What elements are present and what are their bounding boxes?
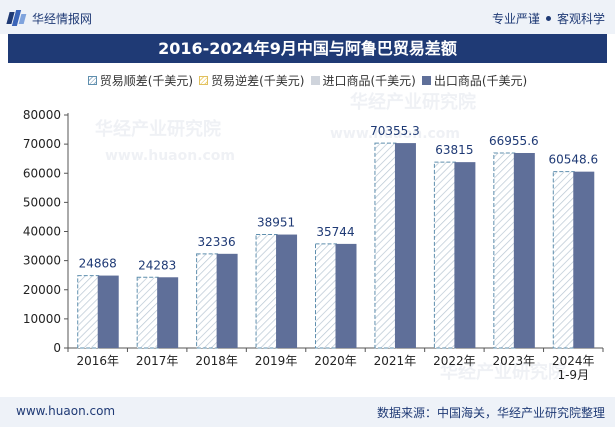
x-tick-label: 2018年 <box>195 354 238 368</box>
legend-label-import: 进口商品(千美元) <box>322 73 416 88</box>
x-tick-label: 2020年 <box>314 354 357 368</box>
surplus-bar <box>196 253 219 349</box>
tagline-right: 客观科学 <box>556 12 605 26</box>
data-label: 66955.6 <box>489 134 539 148</box>
export-bar <box>394 143 416 348</box>
watermark-url: www.huaon.com <box>105 148 236 164</box>
legend-item-surplus: 贸易顺差(千美元) <box>87 72 194 88</box>
brand-name: 华经情报网 <box>32 11 93 26</box>
x-tick-label-line: 2020年 <box>314 354 357 368</box>
x-tick-label: 2021年 <box>374 354 417 368</box>
watermark: 华经产业研究院 <box>440 362 566 383</box>
x-tick-label-line: 2017年 <box>136 354 179 368</box>
y-tick-label: 60000 <box>23 166 61 180</box>
legend-label-deficit: 贸易逆差(千美元) <box>211 73 305 88</box>
x-tick-label: 2023年 <box>493 354 536 368</box>
data-label: 60548.6 <box>548 153 598 167</box>
y-tick-label: 0 <box>53 341 61 355</box>
export-bar <box>454 162 476 348</box>
x-tick-label-line: 2019年 <box>255 354 298 368</box>
watermark-url: www.huaon.com <box>330 126 461 142</box>
legend-item-import: 进口商品(千美元) <box>310 72 416 88</box>
surplus-bar <box>552 171 575 349</box>
x-tick-label-line: 2024年 <box>552 354 595 368</box>
surplus-bar <box>77 275 100 349</box>
legend-label-export: 出口商品(千美元) <box>433 73 528 88</box>
tagline: 专业严谨 客观科学 <box>492 10 605 27</box>
x-tick-label-line: 2023年 <box>493 354 536 368</box>
export-bar <box>573 171 595 348</box>
legend-swatch-import <box>310 75 320 85</box>
export-bar <box>335 243 357 348</box>
x-tick-label: 2019年 <box>255 354 298 368</box>
x-tick-label: 2024年 1-9月 <box>552 354 595 382</box>
y-tick-label: 20000 <box>23 283 61 297</box>
x-tick-label: 2016年 <box>76 354 119 368</box>
export-bar <box>97 275 119 348</box>
data-label: 70355.3 <box>370 124 420 138</box>
data-label: 24868 <box>79 257 117 271</box>
tagline-dot-icon <box>545 16 551 21</box>
y-tick-label: 40000 <box>23 225 61 239</box>
y-tick-label: 70000 <box>23 137 61 151</box>
export-bar <box>513 152 535 348</box>
data-label: 32336 <box>198 235 236 249</box>
data-label: 63815 <box>435 143 473 157</box>
data-label: 35744 <box>316 225 354 239</box>
watermark: 华经产业研究院 <box>350 92 476 113</box>
y-tick-label: 10000 <box>23 312 61 326</box>
tagline-left: 专业严谨 <box>491 12 540 26</box>
watermark: 华经产业研究院 <box>95 119 221 140</box>
export-bar <box>276 234 298 348</box>
top-bar: 华经情报网 专业严谨 客观科学 <box>0 0 615 34</box>
x-tick-label-line: 2016年 <box>76 354 119 368</box>
x-tick-label: 2022年 <box>433 354 476 368</box>
data-label: 38951 <box>257 216 295 230</box>
x-tick-label-line: 2018年 <box>195 354 238 368</box>
export-bar <box>157 277 179 348</box>
surplus-bar <box>433 161 456 349</box>
footer-source: 数据来源：中国海关，华经产业研究院整理 <box>376 406 605 420</box>
legend-swatch-deficit <box>199 75 209 85</box>
legend-swatch-surplus <box>87 75 97 85</box>
legend-swatch-export <box>421 75 431 85</box>
x-tick-label-line: 1-9月 <box>557 368 589 382</box>
legend-item-export: 出口商品(千美元) <box>421 72 528 88</box>
surplus-bar <box>315 243 337 349</box>
surplus-bar <box>136 276 159 349</box>
legend-label-surplus: 贸易顺差(千美元) <box>99 73 194 88</box>
data-label: 24283 <box>138 258 176 272</box>
brand: 华经情报网 <box>6 8 93 28</box>
y-tick-label: 80000 <box>23 108 61 122</box>
chart-title: 2016-2024年9月中国与阿鲁巴贸易差额 <box>8 34 607 63</box>
y-tick-label: 30000 <box>23 254 61 268</box>
surplus-bar <box>493 152 516 349</box>
surplus-bar <box>255 234 278 349</box>
footer: www.huaon.com 数据来源：中国海关，华经产业研究院整理 <box>0 397 615 427</box>
legend: 贸易顺差(千美元) 贸易逆差(千美元) 进口商品(千美元) 出口商品(千美元) <box>0 72 615 88</box>
bar-chart: 0 10000 20000 30000 40000 50000 60000 70000 8000… <box>23 108 604 382</box>
x-tick-label-line: 2022年 <box>433 354 476 368</box>
legend-item-deficit: 贸易逆差(千美元) <box>199 72 305 88</box>
x-tick-label: 2017年 <box>136 354 179 368</box>
y-tick-label: 50000 <box>23 195 61 209</box>
surplus-bar <box>374 142 397 349</box>
x-tick-label-line: 2021年 <box>374 354 417 368</box>
export-bar <box>216 253 238 348</box>
footer-url: www.huaon.com <box>16 404 116 418</box>
